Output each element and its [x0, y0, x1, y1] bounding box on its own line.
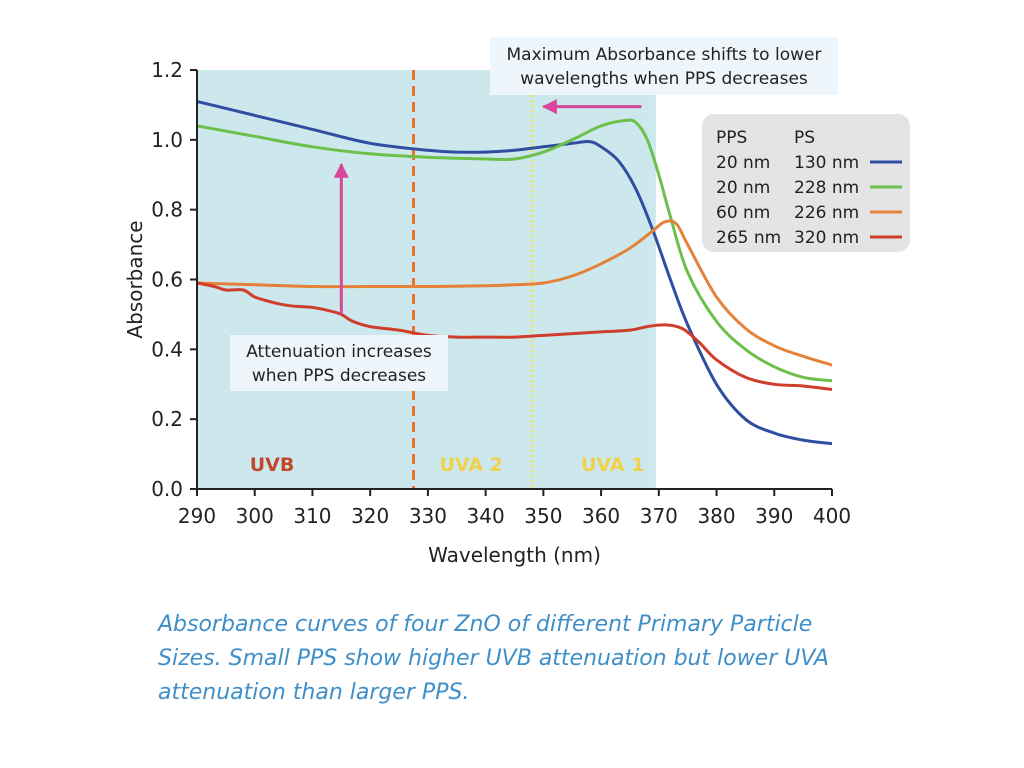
series-line-2: [197, 219, 832, 367]
y-tick-label-0.8: 0.8: [151, 198, 183, 222]
legend-entry-ps-1: 228 nm: [794, 178, 859, 198]
legend-entry-pps-0: 20 nm: [716, 153, 770, 173]
x-tick-label-330: 330: [409, 504, 447, 528]
y-tick-label-0: 0.0: [151, 477, 183, 501]
series-group: [197, 99, 832, 446]
series-line-3: [197, 281, 832, 391]
x-tick-label-400: 400: [813, 504, 851, 528]
y-axis-title: Absorbance: [123, 220, 147, 338]
figure-caption: Absorbance curves of four ZnO of differe…: [158, 612, 829, 705]
legend-header-ps: PS: [794, 128, 815, 148]
x-tick-label-300: 300: [236, 504, 274, 528]
annotation-box-shift: [490, 37, 838, 95]
y-tick-label-0.4: 0.4: [151, 337, 183, 361]
y-tick-label-0.6: 0.6: [151, 268, 183, 292]
annotation-text-attenuation-0: Attenuation increases: [246, 342, 432, 362]
series-line-1: [197, 118, 832, 383]
x-tick-label-290: 290: [178, 504, 216, 528]
annotation-box-attenuation: [230, 335, 448, 391]
x-tick-label-350: 350: [524, 504, 562, 528]
region-label-uva1: UVA 1: [581, 454, 644, 476]
annotation-text-shift-1: wavelengths when PPS decreases: [520, 69, 808, 89]
legend-box: [702, 114, 910, 252]
legend-entry-ps-0: 130 nm: [794, 153, 859, 173]
legend-entry-ps-3: 320 nm: [794, 228, 859, 248]
y-tick-label-1: 1.0: [151, 128, 183, 152]
legend-header-pps: PPS: [716, 128, 747, 148]
legend-entry-pps-2: 60 nm: [716, 203, 770, 223]
x-tick-label-310: 310: [293, 504, 331, 528]
region-label-uvb: UVB: [250, 454, 295, 476]
y-tick-label-0.2: 0.2: [151, 407, 183, 431]
x-tick-label-380: 380: [697, 504, 735, 528]
legend-entry-pps-1: 20 nm: [716, 178, 770, 198]
legend-entry-pps-3: 265 nm: [716, 228, 781, 248]
region-label-uva2: UVA 2: [440, 454, 503, 476]
x-axis-title: Wavelength (nm): [428, 543, 601, 567]
annotation-text-attenuation-1: when PPS decreases: [252, 366, 426, 386]
x-tick-label-340: 340: [467, 504, 505, 528]
x-tick-label-320: 320: [351, 504, 389, 528]
series-line-0: [197, 99, 832, 446]
x-tick-label-360: 360: [582, 504, 620, 528]
annotation-text-shift-0: Maximum Absorbance shifts to lower: [507, 45, 822, 65]
legend-entry-ps-2: 226 nm: [794, 203, 859, 223]
absorbance-chart: UVB UVA 2 UVA 1 290 300 310 320 330 340 350 360 370…: [123, 37, 910, 567]
x-tick-label-370: 370: [640, 504, 678, 528]
y-tick-label-1.2: 1.2: [151, 58, 183, 82]
x-tick-label-390: 390: [755, 504, 793, 528]
